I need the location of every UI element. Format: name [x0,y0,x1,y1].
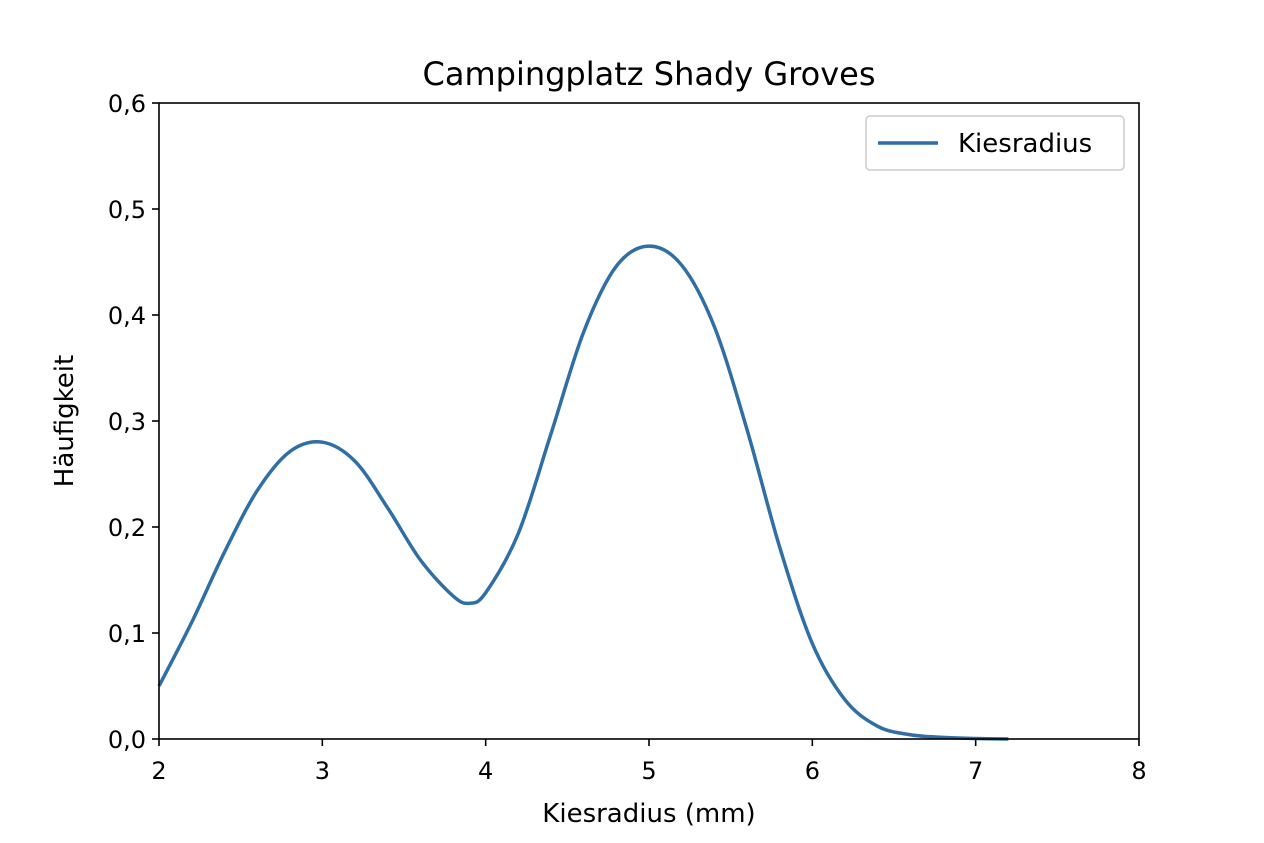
legend: Kiesradius [865,115,1125,171]
plot-area-frame [158,102,1140,740]
x-tick-label: 5 [641,757,656,785]
legend-label-kiesradius: Kiesradius [958,129,1092,159]
y-axis-label: Häufigkeit [50,355,80,487]
series-layer [157,244,1009,741]
y-axis-ticks: 0,0 0,1 0,2 0,3 0,4 0,5 0,6 [108,90,159,754]
x-tick-label: 2 [151,757,166,785]
x-axis-label: Kiesradius (mm) [542,799,755,829]
y-tick-label: 0,2 [108,514,146,542]
x-axis-ticks: 2 3 4 5 6 7 8 [151,739,1147,785]
series-line-kiesradius [157,244,1009,741]
chart-title: Campingplatz Shady Groves [423,55,876,93]
legend-box [865,115,1125,171]
y-tick-label: 0,6 [108,90,146,118]
x-tick-label: 7 [968,757,983,785]
x-tick-label: 3 [315,757,330,785]
x-tick-label: 6 [805,757,820,785]
y-tick-label: 0,3 [108,408,146,436]
x-tick-label: 4 [478,757,493,785]
x-tick-label: 8 [1131,757,1146,785]
y-tick-label: 0,4 [108,302,146,330]
y-tick-label: 0,1 [108,620,146,648]
y-tick-label: 0,5 [108,196,146,224]
y-tick-label: 0,0 [108,726,146,754]
